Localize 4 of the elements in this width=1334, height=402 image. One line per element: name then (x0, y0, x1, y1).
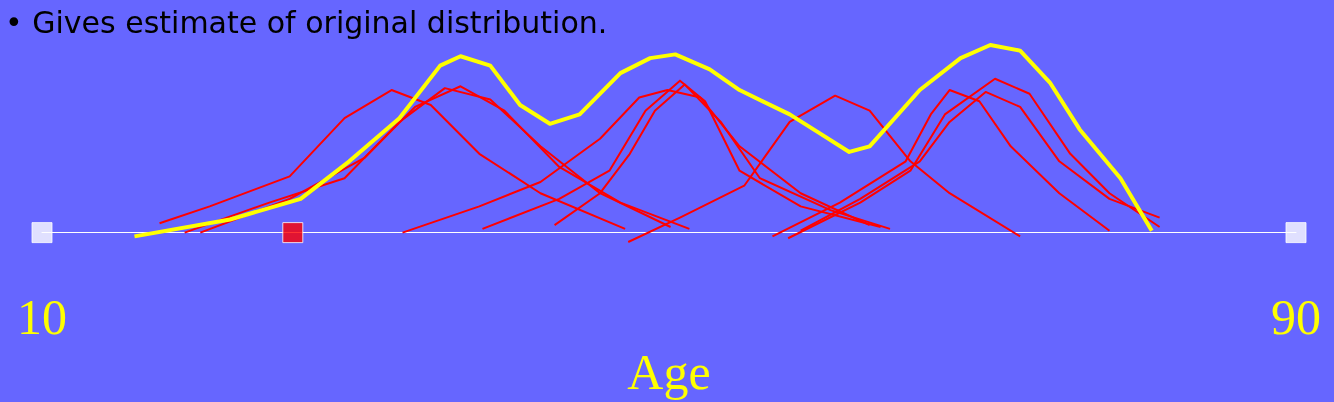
x-tick-label: 10 (17, 289, 67, 345)
x-axis-title: Age (627, 344, 711, 400)
chart-title: • Gives estimate of original distribution. (5, 4, 608, 40)
x-tick-label: 90 (1271, 289, 1321, 345)
